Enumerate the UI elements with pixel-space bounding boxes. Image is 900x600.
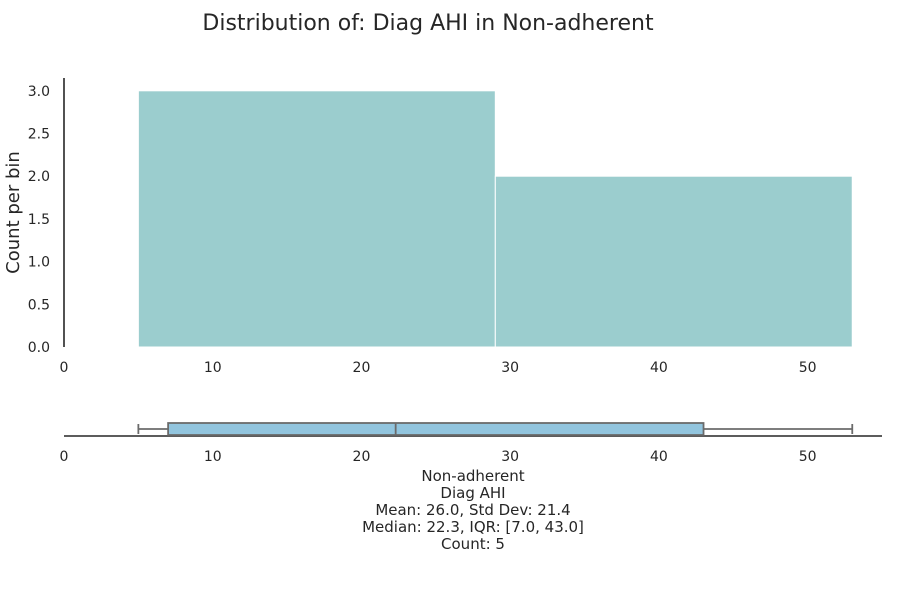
box-x-tick-label: 20 xyxy=(353,449,371,465)
box-x-tick-label: 40 xyxy=(650,449,668,465)
x-tick-label: 30 xyxy=(501,360,519,376)
stats-count: Count: 5 xyxy=(441,535,505,553)
histogram-y-tick-labels: 0.0 0.5 1.0 1.5 2.0 2.5 3.0 xyxy=(28,84,50,356)
boxplot-x-tick-labels: 0 10 20 30 40 50 xyxy=(60,449,817,465)
x-tick-label: 20 xyxy=(353,360,371,376)
boxplot-plot: 0 10 20 30 40 50 xyxy=(60,422,882,465)
x-tick-label: 0 xyxy=(60,360,69,376)
stats-median-iqr: Median: 22.3, IQR: [7.0, 43.0] xyxy=(362,518,584,536)
stats-variable: Diag AHI xyxy=(440,484,505,502)
x-tick-label: 10 xyxy=(204,360,222,376)
summary-statistics: Non-adherent Diag AHI Mean: 26.0, Std De… xyxy=(362,467,584,553)
boxplot-marks xyxy=(137,422,854,436)
box-x-tick-label: 0 xyxy=(60,449,69,465)
stats-mean-std: Mean: 26.0, Std Dev: 21.4 xyxy=(375,501,570,519)
y-tick-label: 2.5 xyxy=(28,127,50,143)
y-tick-label: 1.0 xyxy=(28,255,50,271)
histogram-bar xyxy=(494,175,853,348)
y-tick-label: 0.0 xyxy=(28,340,50,356)
y-tick-label: 0.5 xyxy=(28,297,50,313)
iqr-box xyxy=(167,422,705,436)
histogram-plot: 0.0 0.5 1.0 1.5 2.0 2.5 3.0 0 10 20 30 40 50 Count … xyxy=(3,78,853,376)
box-x-tick-label: 30 xyxy=(501,449,519,465)
box-x-tick-label: 50 xyxy=(799,449,817,465)
histogram-bars xyxy=(137,90,853,348)
y-tick-label: 2.0 xyxy=(28,169,50,185)
x-tick-label: 40 xyxy=(650,360,668,376)
y-tick-label: 1.5 xyxy=(28,212,50,228)
y-tick-label: 3.0 xyxy=(28,84,50,100)
stats-category: Non-adherent xyxy=(421,467,524,485)
box-x-tick-label: 10 xyxy=(204,449,222,465)
histogram-x-tick-labels: 0 10 20 30 40 50 xyxy=(60,360,817,376)
histogram-bar xyxy=(137,90,496,348)
x-tick-label: 50 xyxy=(799,360,817,376)
chart-title: Distribution of: Diag AHI in Non-adheren… xyxy=(202,11,654,36)
y-axis-label: Count per bin xyxy=(3,151,24,274)
